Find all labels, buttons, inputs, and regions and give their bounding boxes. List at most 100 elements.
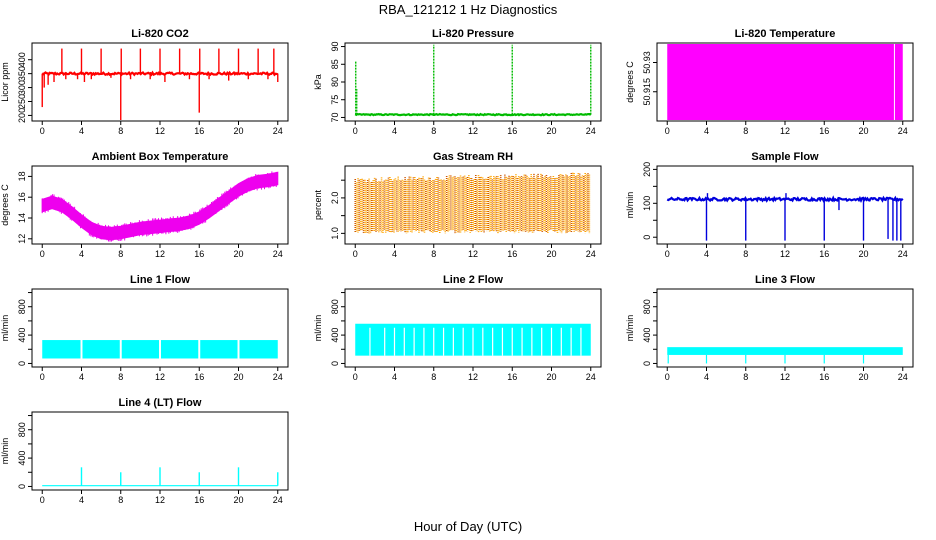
y-tick-label: 1.0 — [330, 227, 340, 240]
flow-block — [82, 340, 120, 359]
x-tick-label: 0 — [40, 372, 45, 382]
x-tick-label: 0 — [353, 249, 358, 259]
chart-title: Li-820 Temperature — [735, 28, 836, 40]
y-tick-label: 800 — [17, 299, 27, 314]
flow-block — [239, 340, 278, 359]
data-layer — [667, 44, 903, 120]
y-tick-label: 400 — [17, 451, 27, 466]
y-axis-label: ml/min — [313, 315, 323, 342]
x-tick-label: 20 — [858, 372, 868, 382]
x-tick-label: 16 — [194, 372, 204, 382]
flow-block — [667, 347, 903, 355]
y-tick-label: 90 — [330, 42, 340, 52]
chart-title: Li-820 Pressure — [432, 28, 514, 40]
data-layer — [42, 340, 278, 359]
x-tick-label: 4 — [79, 249, 84, 259]
data-layer — [354, 172, 591, 234]
x-tick-label: 8 — [743, 249, 748, 259]
y-tick-label: 16 — [17, 192, 27, 202]
y-tick-label: 0 — [17, 361, 27, 366]
y-tick-label: 12 — [17, 234, 27, 244]
y-axis-label: ml/min — [625, 192, 635, 219]
x-tick-label: 16 — [194, 495, 204, 505]
y-axis-label: ml/min — [0, 438, 10, 465]
x-tick-label: 8 — [743, 126, 748, 136]
x-tick-label: 12 — [155, 495, 165, 505]
y-tick-label: 200 — [17, 108, 27, 123]
x-tick-label: 12 — [155, 249, 165, 259]
x-tick-label: 20 — [233, 372, 243, 382]
chart-title: Line 3 Flow — [755, 274, 815, 286]
x-tick-label: 4 — [79, 495, 84, 505]
flow-block — [42, 340, 81, 359]
y-tick-label: 0 — [642, 361, 652, 366]
x-tick-label: 20 — [546, 372, 556, 382]
x-tick-label: 12 — [780, 372, 790, 382]
x-tick-label: 24 — [586, 126, 596, 136]
x-tick-label: 24 — [273, 126, 283, 136]
x-tick-label: 4 — [392, 372, 397, 382]
x-tick-label: 24 — [898, 249, 908, 259]
chart-title: Line 4 (LT) Flow — [119, 397, 202, 409]
data-layer — [41, 171, 279, 242]
x-tick-label: 8 — [118, 126, 123, 136]
y-axis-label: ml/min — [0, 315, 10, 342]
x-tick-label: 12 — [468, 126, 478, 136]
y-tick-label: 0 — [17, 484, 27, 489]
filled-area — [667, 44, 903, 120]
y-tick-label: 800 — [17, 422, 27, 437]
x-tick-label: 4 — [79, 126, 84, 136]
x-tick-label: 24 — [898, 372, 908, 382]
chart-title: Line 1 Flow — [130, 274, 190, 286]
chart-panel: Ambient Box Temperature degrees C 0 4 8 12 16 2… — [0, 151, 289, 259]
y-tick-label: 50.915 — [642, 78, 652, 106]
x-tick-label: 24 — [586, 249, 596, 259]
x-tick-label: 24 — [273, 495, 283, 505]
y-tick-label: 200 — [642, 162, 652, 177]
x-tick-label: 20 — [546, 126, 556, 136]
chart-panel: Line 3 Flow ml/min 0 4 8 12 16 20 24 0 400 800 — [625, 274, 914, 382]
y-tick-label: 400 — [330, 328, 340, 343]
chart-title: Gas Stream RH — [433, 151, 513, 163]
y-tick-label: 350 — [17, 66, 27, 81]
x-tick-label: 8 — [118, 495, 123, 505]
x-tick-label: 0 — [353, 372, 358, 382]
y-tick-label: 0 — [642, 235, 652, 240]
x-tick-label: 12 — [780, 249, 790, 259]
flow-block — [200, 340, 238, 359]
figure-x-axis-label: Hour of Day (UTC) — [414, 519, 522, 534]
x-tick-label: 16 — [819, 126, 829, 136]
y-tick-label: 80 — [330, 77, 340, 87]
data-layer — [666, 193, 904, 241]
data-layer — [355, 323, 591, 356]
x-tick-label: 4 — [79, 372, 84, 382]
x-tick-label: 20 — [858, 249, 868, 259]
plot-frame — [344, 42, 602, 122]
y-axis-label: ml/min — [625, 315, 635, 342]
x-tick-label: 8 — [118, 249, 123, 259]
x-tick-label: 20 — [233, 249, 243, 259]
y-tick-label: 18 — [17, 171, 27, 181]
x-tick-label: 12 — [468, 372, 478, 382]
chart-panel: Line 1 Flow ml/min 0 4 8 12 16 20 24 0 400 800 — [0, 274, 289, 382]
x-tick-label: 4 — [704, 372, 709, 382]
x-tick-label: 20 — [858, 126, 868, 136]
x-tick-label: 8 — [743, 372, 748, 382]
chart-panel: Line 4 (LT) Flow ml/min 0 4 8 12 16 20 24 0 400 800 — [0, 397, 289, 505]
data-layer — [354, 44, 592, 117]
chart-title: Li-820 CO2 — [131, 28, 188, 40]
chart-panel: Li-820 Pressure kPa 0 4 8 12 16 20 24 70 75 80 85 90 — [313, 28, 602, 136]
y-tick-label: 400 — [17, 328, 27, 343]
chart-title: Line 2 Flow — [443, 274, 503, 286]
y-tick-label: 2.0 — [330, 192, 340, 205]
chart-title: Sample Flow — [751, 151, 819, 163]
y-tick-label: 100 — [642, 196, 652, 211]
chart-panel: Line 2 Flow ml/min 0 4 8 12 16 20 24 0 400 800 — [313, 274, 602, 382]
x-tick-label: 4 — [392, 249, 397, 259]
x-tick-label: 16 — [507, 249, 517, 259]
y-axis-label: percent — [313, 189, 323, 220]
x-tick-label: 8 — [431, 126, 436, 136]
x-tick-label: 0 — [665, 249, 670, 259]
